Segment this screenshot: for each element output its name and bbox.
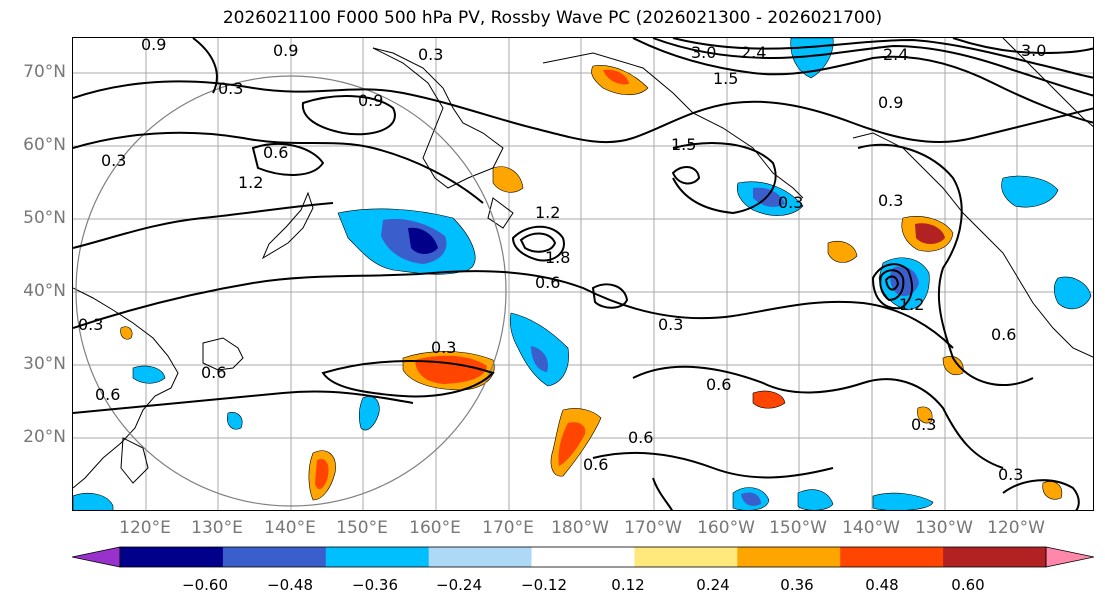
reference-circle xyxy=(75,75,507,507)
contour-label: 0.3 xyxy=(998,465,1023,484)
contour-label: 0.3 xyxy=(218,79,243,98)
colorbar-segment xyxy=(634,547,738,567)
contour-label: 0.3 xyxy=(78,315,103,334)
contour-label: 0.9 xyxy=(358,91,383,110)
contour-label: 0.9 xyxy=(878,93,903,112)
lat-label-50n: 50°N xyxy=(23,208,66,228)
contour-label: 0.9 xyxy=(273,41,298,60)
lon-label-150e: 150°E xyxy=(336,518,388,538)
colorbar-segment xyxy=(737,547,841,567)
contour-label: 2.4 xyxy=(741,43,766,62)
contour-label: 3.0 xyxy=(691,43,716,62)
contour-label: 1.2 xyxy=(899,295,924,314)
contour-label: 0.3 xyxy=(431,338,456,357)
contour-label: 0.6 xyxy=(628,428,653,447)
lat-label-30n: 30°N xyxy=(23,354,66,374)
contour-label: 0.6 xyxy=(95,385,120,404)
colorbar-tick-label: −0.12 xyxy=(521,576,567,594)
map-panel[interactable]: 0.9 0.9 0.3 0.3 0.9 3.0 2.4 1.5 3.0 2.4 … xyxy=(72,37,1094,511)
lon-label-130e: 130°E xyxy=(191,518,243,538)
contour-label: 0.3 xyxy=(778,193,803,212)
colorbar-tick-label: 0.24 xyxy=(696,576,730,594)
lon-label-140w: 140°W xyxy=(842,518,900,538)
lon-label-170e: 170°E xyxy=(482,518,534,538)
colorbar-segment xyxy=(531,547,635,567)
lon-label-130w: 130°W xyxy=(915,518,973,538)
colorbar-tick-label: 0.36 xyxy=(780,576,814,594)
colorbar-segment xyxy=(428,547,533,567)
lat-label-20n: 20°N xyxy=(23,427,66,447)
lat-label-60n: 60°N xyxy=(23,135,66,155)
colorbar-segment xyxy=(1045,546,1094,568)
contour-label: 1.2 xyxy=(535,203,560,222)
lon-label-120w: 120°W xyxy=(987,518,1045,538)
contour-label: 1.2 xyxy=(238,173,263,192)
colorbar-tick-label: 0.48 xyxy=(865,576,899,594)
lat-label-40n: 40°N xyxy=(23,281,66,301)
contour-label-layer: 0.9 0.9 0.3 0.3 0.9 3.0 2.4 1.5 3.0 2.4 … xyxy=(78,38,1046,484)
lon-label-120e: 120°E xyxy=(119,518,171,538)
colorbar-segment xyxy=(943,547,1047,567)
colorbar xyxy=(72,546,1094,568)
contour-label: 1.5 xyxy=(713,69,738,88)
contour-label: 0.3 xyxy=(418,45,443,64)
contour-label: 0.9 xyxy=(141,38,166,54)
lon-label-170w: 170°W xyxy=(624,518,682,538)
contour-label: 0.3 xyxy=(911,415,936,434)
pv-contours xyxy=(73,38,1093,510)
colorbar-segment xyxy=(120,547,224,567)
map-canvas: 0.9 0.9 0.3 0.3 0.9 3.0 2.4 1.5 3.0 2.4 … xyxy=(73,38,1093,510)
colorbar-segment xyxy=(72,546,121,568)
map-title: 2026021100 F000 500 hPa PV, Rossby Wave … xyxy=(222,8,883,28)
lon-label-140e: 140°E xyxy=(264,518,316,538)
contour-label: 0.3 xyxy=(658,315,683,334)
contour-label: 0.6 xyxy=(583,455,608,474)
colorbar-tick-label: −0.24 xyxy=(436,576,482,594)
lat-label-70n: 70°N xyxy=(23,62,66,82)
colorbar-segment xyxy=(325,547,430,567)
colorbar-tick-label: −0.60 xyxy=(182,576,228,594)
contour-label: 0.3 xyxy=(878,191,903,210)
colorbar-tick-label: 0.12 xyxy=(611,576,645,594)
contour-label: 3.0 xyxy=(1021,41,1046,60)
colorbar-tick-label: 0.60 xyxy=(951,576,985,594)
colorbar-segments xyxy=(72,546,1094,568)
contour-label: 0.6 xyxy=(201,363,226,382)
contour-label: 0.6 xyxy=(991,325,1016,344)
lon-label-160e: 160°E xyxy=(409,518,461,538)
contour-label: 0.3 xyxy=(101,151,126,170)
contour-label: 0.6 xyxy=(706,375,731,394)
contour-label: 0.6 xyxy=(535,273,560,292)
lon-label-150w: 150°W xyxy=(769,518,827,538)
colorbar-tick-label: −0.36 xyxy=(352,576,398,594)
colorbar-tick-label: −0.48 xyxy=(267,576,313,594)
colorbar-segment xyxy=(119,546,1047,568)
graticule xyxy=(73,38,1093,510)
contour-label: 1.5 xyxy=(671,135,696,154)
pv-anomaly-shading xyxy=(73,38,1092,510)
lon-label-160w: 160°W xyxy=(697,518,755,538)
contour-label: 0.6 xyxy=(263,143,288,162)
contour-label: 2.4 xyxy=(883,45,908,64)
colorbar-segment xyxy=(222,547,327,567)
lon-label-180w: 180°W xyxy=(551,518,609,538)
contour-label: 1.8 xyxy=(545,248,570,267)
colorbar-segment xyxy=(840,547,944,567)
